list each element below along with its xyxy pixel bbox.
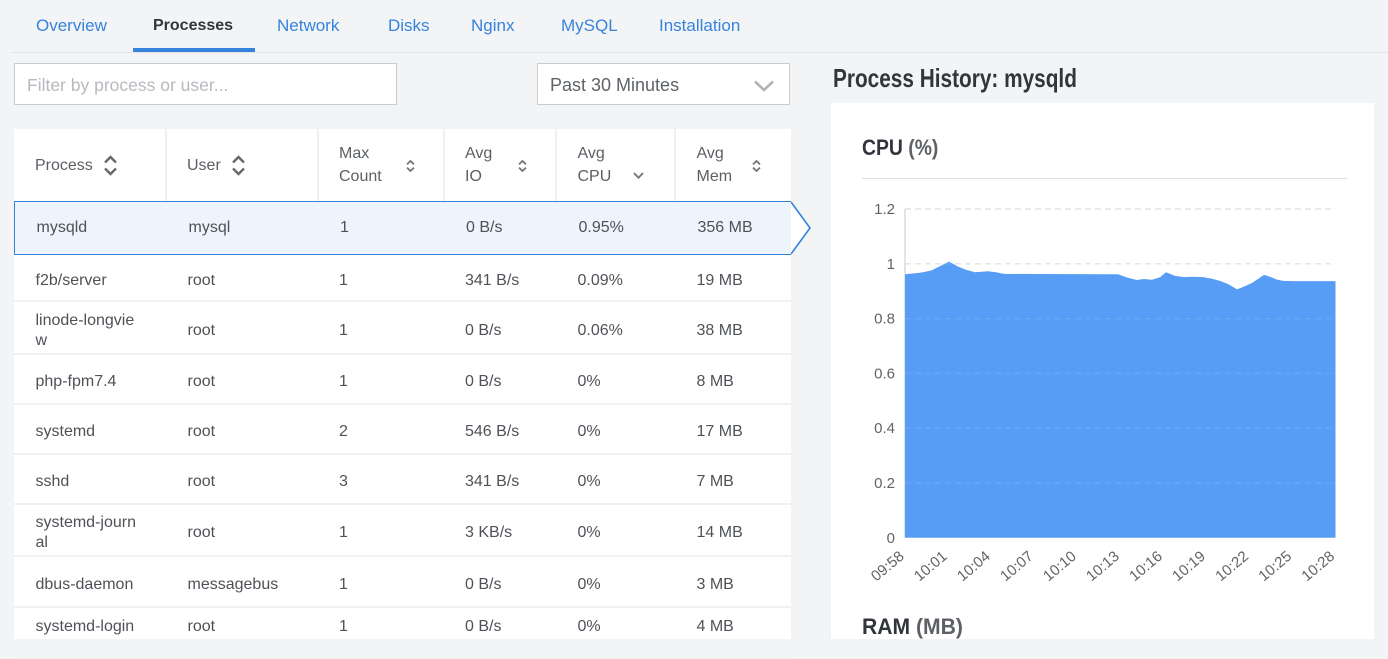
svg-text:10:13: 10:13 xyxy=(1083,548,1123,585)
svg-text:10:28: 10:28 xyxy=(1298,548,1338,585)
svg-text:1.2: 1.2 xyxy=(874,201,895,218)
svg-text:1: 1 xyxy=(887,256,895,273)
svg-text:10:04: 10:04 xyxy=(954,548,994,585)
svg-text:0.2: 0.2 xyxy=(874,475,895,492)
svg-text:10:16: 10:16 xyxy=(1126,548,1166,585)
svg-text:0.8: 0.8 xyxy=(874,311,895,328)
svg-text:10:10: 10:10 xyxy=(1040,548,1080,585)
svg-text:10:01: 10:01 xyxy=(911,548,951,585)
svg-text:10:22: 10:22 xyxy=(1212,548,1252,585)
svg-text:0.6: 0.6 xyxy=(874,365,895,382)
svg-text:0.4: 0.4 xyxy=(874,420,895,437)
svg-text:10:07: 10:07 xyxy=(997,548,1037,585)
svg-text:0: 0 xyxy=(887,530,895,547)
svg-text:10:25: 10:25 xyxy=(1255,548,1295,585)
svg-text:09:58: 09:58 xyxy=(868,548,908,585)
svg-text:10:19: 10:19 xyxy=(1169,548,1209,585)
